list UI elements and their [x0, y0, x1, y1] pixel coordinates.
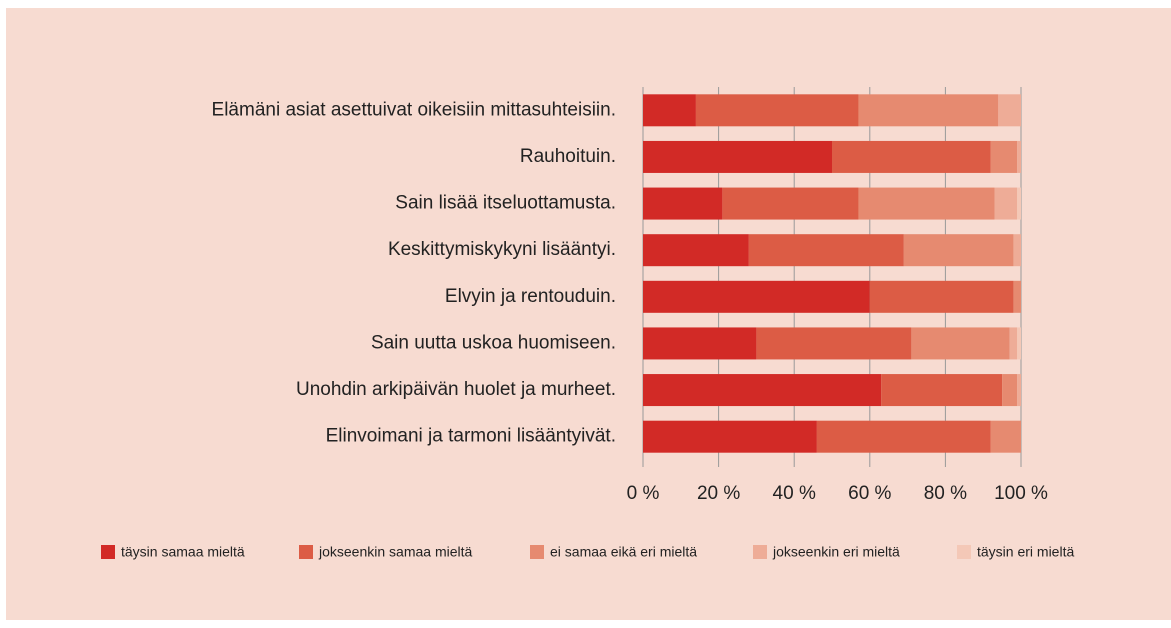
y-tick-label: Elämäni asiat asettuivat oikeisiin mitta…: [212, 99, 616, 120]
x-tick-label: 0 %: [627, 483, 660, 504]
bar-segment: [1009, 327, 1018, 360]
bar-segment: [858, 94, 999, 127]
bar-segment: [722, 187, 859, 220]
bar-segment: [903, 234, 1014, 267]
x-tick-label: 20 %: [697, 483, 740, 504]
bar-segment: [816, 420, 991, 453]
x-tick-label: 60 %: [848, 483, 891, 504]
bar-segment: [1017, 187, 1021, 220]
bar-segment: [1017, 140, 1021, 173]
bar-segment: [1013, 234, 1021, 267]
bar-segment: [643, 327, 757, 360]
legend-label: täysin samaa mieltä: [121, 544, 245, 560]
bar-segment: [643, 420, 817, 453]
bar-segment: [643, 187, 723, 220]
x-tick-label: 100 %: [994, 483, 1048, 504]
bar-segment: [1017, 327, 1021, 360]
x-tick-label: 80 %: [924, 483, 967, 504]
legend-swatch: [530, 545, 544, 559]
legend-label: täysin eri mieltä: [977, 544, 1074, 560]
bar-segment: [756, 327, 912, 360]
bar-segment: [643, 374, 882, 407]
bar-segment: [1013, 280, 1021, 313]
bar-segment: [643, 280, 870, 313]
bar-segment: [911, 327, 1010, 360]
bar-segment: [832, 140, 991, 173]
legend-swatch: [753, 545, 767, 559]
bar-segment: [643, 234, 749, 267]
legend-swatch: [957, 545, 971, 559]
bar-segment: [695, 94, 859, 127]
legend-swatch: [101, 545, 115, 559]
bar-segment: [643, 94, 696, 127]
bar-segment: [998, 94, 1021, 127]
legend-swatch: [299, 545, 313, 559]
bar-segment: [643, 140, 832, 173]
legend-label: jokseenkin eri mieltä: [772, 544, 900, 560]
bar-segment: [881, 374, 1003, 407]
legend-label: ei samaa eikä eri mieltä: [550, 544, 697, 560]
bar-segment: [1017, 374, 1021, 407]
y-tick-label: Keskittymiskykyni lisääntyi.: [388, 239, 616, 260]
bar-segment: [994, 187, 1018, 220]
bar-segment: [990, 140, 1018, 173]
bar-segment: [869, 280, 1014, 313]
y-tick-label: Rauhoituin.: [520, 146, 616, 167]
bar-segment: [858, 187, 995, 220]
y-tick-label: Sain uutta uskoa huomiseen.: [371, 332, 616, 353]
x-tick-label: 40 %: [773, 483, 816, 504]
y-tick-label: Elvyin ja rentouduin.: [445, 286, 616, 307]
y-tick-label: Sain lisää itseluottamusta.: [395, 193, 616, 214]
bar-segment: [1002, 374, 1018, 407]
bar-segment: [990, 420, 1021, 453]
y-tick-label: Elinvoimani ja tarmoni lisääntyivät.: [326, 426, 616, 447]
y-tick-label: Unohdin arkipäivän huolet ja murheet.: [296, 379, 616, 400]
legend-label: jokseenkin samaa mieltä: [318, 544, 473, 560]
bar-segment: [748, 234, 904, 267]
